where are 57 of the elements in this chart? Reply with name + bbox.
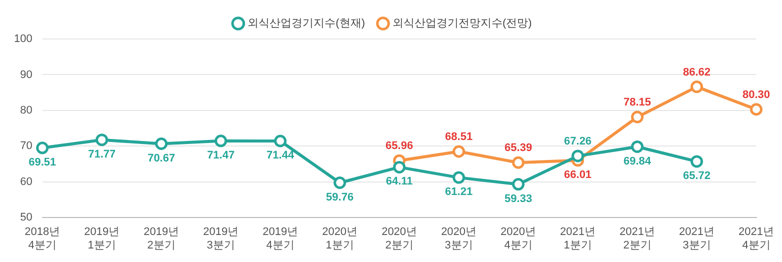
x-tick-label: 2020년 1분기 — [322, 226, 358, 252]
data-label: 70.67 — [148, 152, 176, 164]
x-tick-label: 2021년 4분기 — [738, 226, 774, 252]
x-tick-label: 2019년 4분기 — [262, 226, 298, 252]
data-label: 65.96 — [386, 140, 414, 152]
point — [572, 150, 584, 162]
data-label: 71.44 — [266, 150, 295, 162]
point — [214, 134, 228, 148]
x-tick-label: 2019년 1분기 — [84, 226, 120, 252]
data-label: 80.30 — [742, 88, 770, 101]
legend-label: 외식산업경기전망지수(전망) — [392, 18, 532, 30]
point — [393, 160, 406, 174]
point — [631, 140, 644, 153]
point — [512, 178, 525, 191]
y-tick-label: 100 — [14, 33, 32, 46]
point — [155, 138, 168, 150]
data-label: 64.11 — [386, 176, 413, 188]
data-label: 65.39 — [504, 142, 532, 154]
data-label: 59.33 — [504, 192, 532, 205]
data-label: 61.21 — [445, 186, 473, 198]
data-label: 71.47 — [207, 149, 235, 162]
point — [452, 171, 466, 184]
point — [36, 142, 49, 154]
y-tick-label: 90 — [20, 68, 32, 81]
point — [334, 176, 346, 189]
x-tick-label: 2019년 3분기 — [203, 226, 239, 252]
x-tick-label: 2021년 1분기 — [560, 226, 596, 252]
point — [96, 134, 108, 146]
point — [274, 134, 287, 148]
data-label: 86.62 — [683, 66, 711, 78]
point — [631, 110, 644, 124]
x-tick-label: 2018년 4분기 — [24, 226, 60, 252]
data-label: 65.72 — [683, 170, 711, 182]
data-label: 59.76 — [326, 191, 354, 204]
data-label: 71.77 — [88, 148, 116, 160]
y-tick-label: 60 — [20, 176, 32, 188]
y-tick-label: 80 — [20, 104, 32, 116]
point — [750, 103, 763, 116]
point — [452, 145, 466, 158]
data-label: 66.01 — [564, 168, 592, 181]
data-label: 69.84 — [624, 155, 652, 168]
point — [690, 155, 704, 168]
x-tick-label: 2021년 2분기 — [620, 226, 656, 252]
y-tick-label: 70 — [20, 140, 32, 152]
x-tick-label: 2020년 2분기 — [382, 226, 418, 252]
data-label: 68.51 — [445, 131, 473, 144]
data-label: 69.51 — [28, 156, 56, 168]
x-tick-label: 2020년 3분기 — [441, 226, 477, 252]
data-label: 78.15 — [624, 96, 652, 109]
x-tick-label: 2021년 3분기 — [679, 226, 715, 252]
data-label: 67.26 — [564, 135, 592, 148]
x-tick-label: 2019년 2분기 — [144, 226, 180, 252]
point — [690, 80, 704, 94]
x-tick-label: 2020년 4분기 — [500, 226, 536, 252]
point — [512, 156, 525, 169]
y-tick-label: 50 — [20, 212, 32, 224]
legend-label: 외식산업경기지수(현재) — [248, 18, 365, 30]
